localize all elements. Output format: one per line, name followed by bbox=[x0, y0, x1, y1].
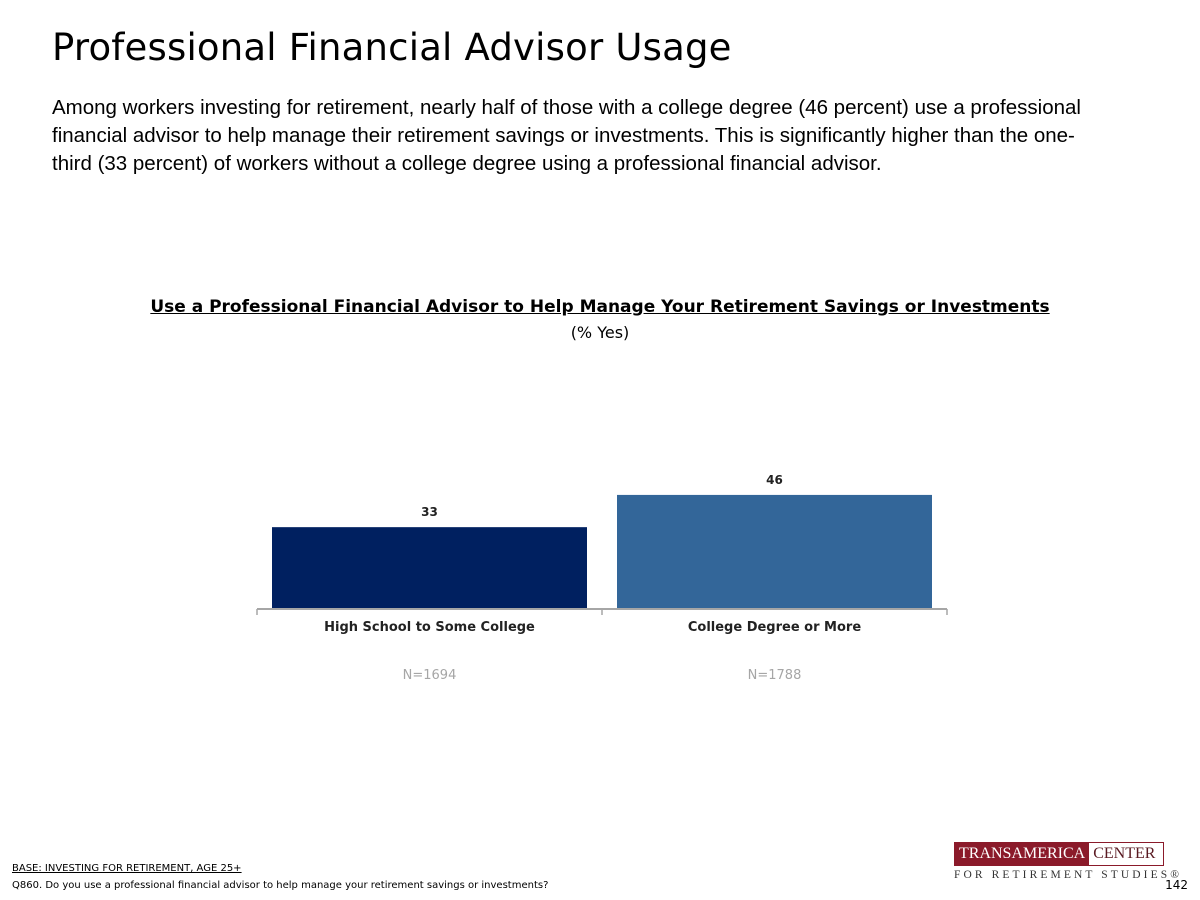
sample-size-label: N=1788 bbox=[748, 668, 802, 683]
footer-base: BASE: INVESTING FOR RETIREMENT, AGE 25+ bbox=[12, 863, 242, 874]
footer-question: Q860. Do you use a professional financia… bbox=[12, 880, 549, 891]
page-number: 142 bbox=[1165, 878, 1188, 892]
category-label: College Degree or More bbox=[688, 620, 861, 635]
chart-subtitle: (% Yes) bbox=[570, 323, 630, 342]
category-label: High School to Some College bbox=[324, 620, 535, 635]
logo-left-text: TRANSAMERICA bbox=[955, 843, 1090, 865]
summary-text: Among workers investing for retirement, … bbox=[52, 96, 1081, 175]
logo-subtitle: FOR RETIREMENT STUDIES® bbox=[954, 869, 1183, 881]
chart-title: Use a Professional Financial Advisor to … bbox=[150, 297, 1050, 317]
data-label: 33 bbox=[421, 505, 438, 519]
bar bbox=[617, 494, 932, 609]
data-label: 46 bbox=[766, 473, 783, 487]
transamerica-logo: TRANSAMERICA CENTER FOR RETIREMENT STUDI… bbox=[954, 842, 1183, 882]
bar bbox=[272, 527, 587, 609]
logo-right-text: CENTER bbox=[1089, 843, 1160, 865]
slide-title: Professional Financial Advisor Usage bbox=[52, 26, 732, 69]
sample-size-label: N=1694 bbox=[403, 668, 457, 683]
